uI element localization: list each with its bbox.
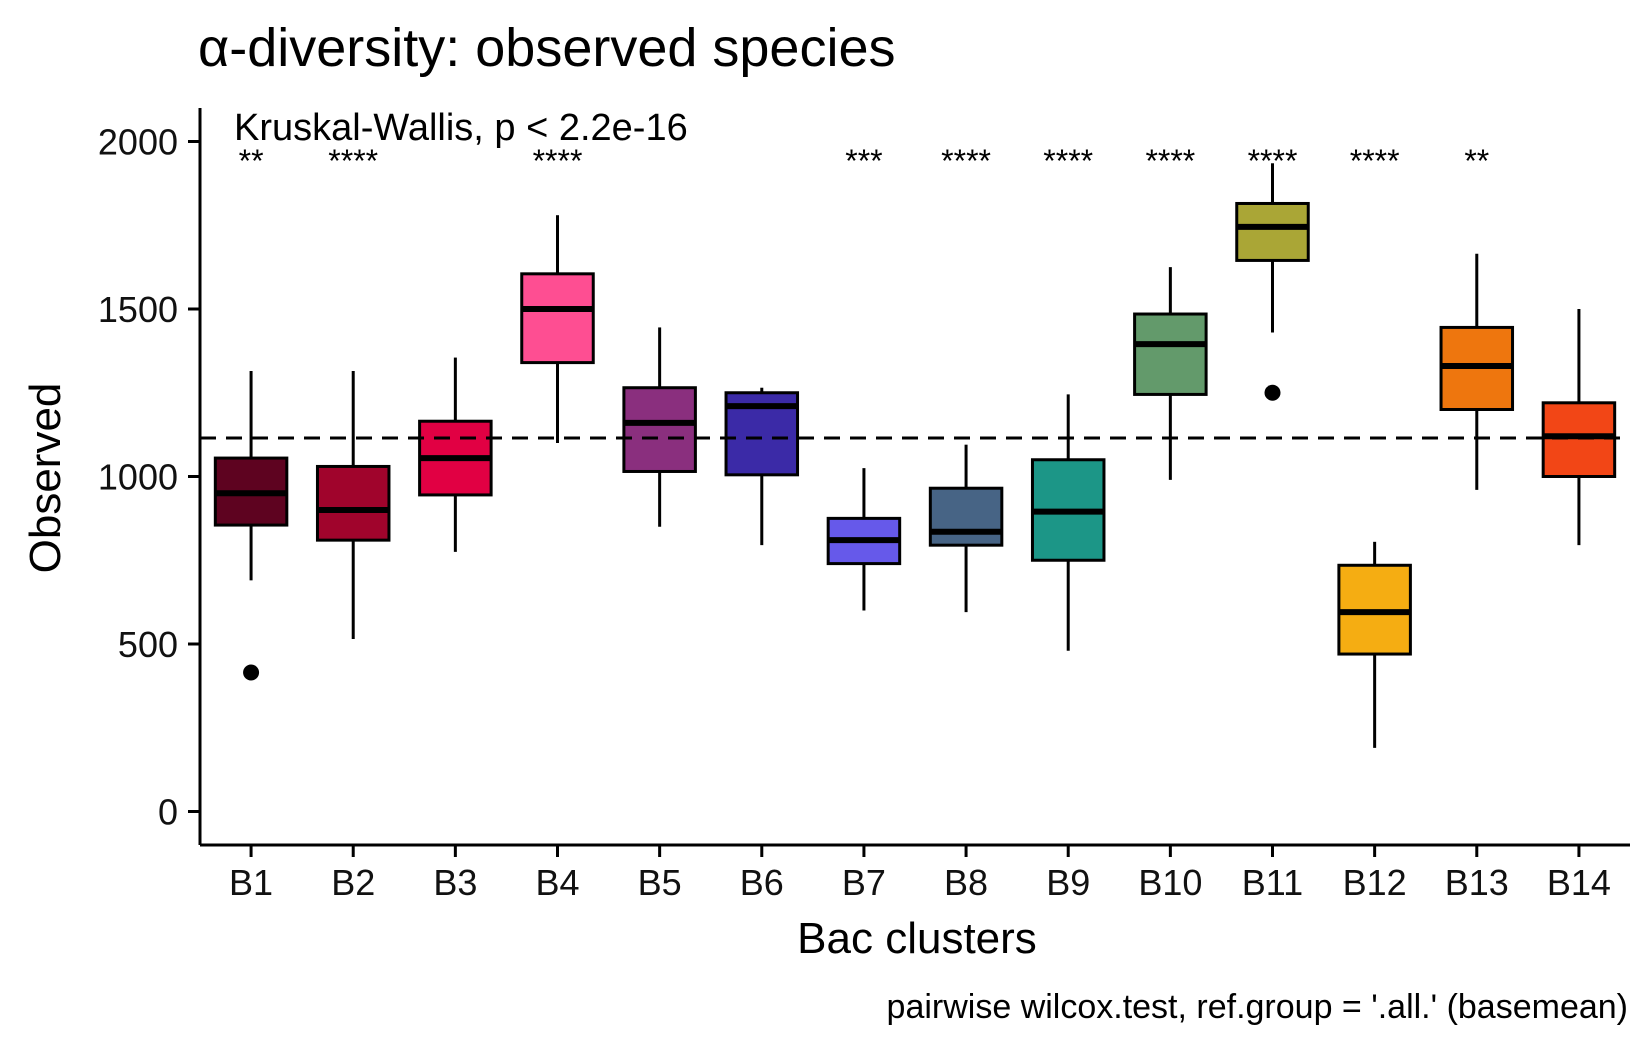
x-tick-label-b6: B6 <box>740 862 784 903</box>
box-b10 <box>1133 312 1208 396</box>
chart-caption: pairwise wilcox.test, ref.group = '.all.… <box>887 988 1628 1026</box>
x-tick-label-b7: B7 <box>842 862 886 903</box>
kruskal-wallis-annotation: Kruskal-Wallis, p < 2.2e-16 <box>234 107 688 149</box>
significance-b9: **** <box>1043 143 1093 179</box>
box-b4 <box>520 272 595 365</box>
significance-b7: *** <box>845 143 882 179</box>
box-b5 <box>622 386 697 473</box>
significance-b10: **** <box>1145 143 1195 179</box>
x-tick-label-b4: B4 <box>535 862 579 903</box>
x-tick-label-b9: B9 <box>1046 862 1090 903</box>
x-tick-label-b3: B3 <box>433 862 477 903</box>
x-tick-label-b2: B2 <box>331 862 375 903</box>
y-tick-label: 1500 <box>98 289 178 330</box>
significance-b8: **** <box>941 143 991 179</box>
outlier-b1 <box>243 664 260 681</box>
x-tick-label-b8: B8 <box>944 862 988 903</box>
box-b11 <box>1235 201 1310 262</box>
outlier-b11 <box>1264 384 1281 401</box>
x-tick-label-b5: B5 <box>638 862 682 903</box>
y-tick-label: 0 <box>158 792 178 833</box>
box-b2 <box>315 464 391 542</box>
x-tick-label-b14: B14 <box>1547 862 1611 903</box>
y-tick-label: 500 <box>118 624 178 665</box>
significance-b11: **** <box>1248 143 1298 179</box>
x-tick-label-b13: B13 <box>1445 862 1509 903</box>
significance-b1: ** <box>239 143 264 179</box>
significance-b4: **** <box>533 143 583 179</box>
significance-b13: ** <box>1464 143 1489 179</box>
x-tick-label-b12: B12 <box>1343 862 1407 903</box>
box-b8 <box>928 486 1004 547</box>
x-tick-label-b1: B1 <box>229 862 273 903</box>
x-tick-label-b10: B10 <box>1138 862 1202 903</box>
x-tick-label-b11: B11 <box>1242 862 1303 903</box>
y-axis-title: Observed <box>21 383 70 574</box>
significance-b2: **** <box>328 143 378 179</box>
x-axis-title: Bac clusters <box>797 914 1037 963</box>
chart-title: α-diversity: observed species <box>198 18 896 78</box>
significance-b12: **** <box>1350 143 1400 179</box>
y-tick-label: 2000 <box>98 122 178 163</box>
plot-area: 0 500 1000 1500 2000 B1 B2 B3 B4 B5 B6 B7 B8 B9 B10 B11… <box>98 108 1630 903</box>
box-b14 <box>1541 401 1617 478</box>
y-tick-label: 1000 <box>98 457 178 498</box>
